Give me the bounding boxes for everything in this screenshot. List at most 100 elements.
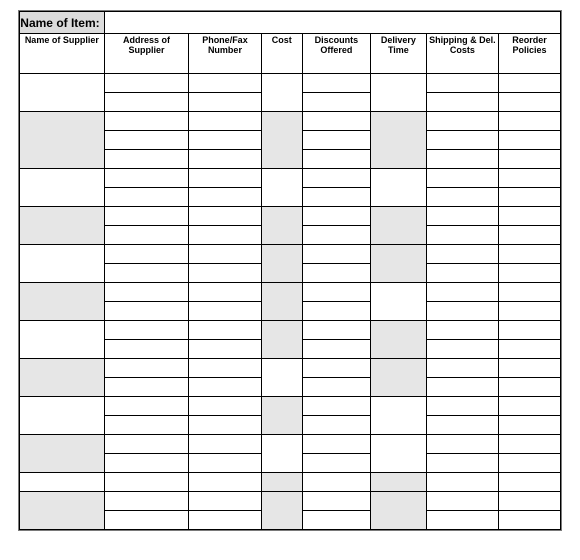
cell bbox=[302, 359, 370, 378]
merged-cell bbox=[370, 283, 426, 321]
cell bbox=[104, 264, 189, 283]
cell bbox=[426, 188, 498, 207]
cell bbox=[189, 150, 261, 169]
cell bbox=[426, 492, 498, 511]
cell bbox=[426, 473, 498, 492]
merged-cell bbox=[370, 245, 426, 283]
col-header-cost: Cost bbox=[261, 34, 302, 74]
cell bbox=[104, 492, 189, 511]
table-row bbox=[20, 74, 561, 93]
cell bbox=[104, 378, 189, 397]
merged-cell bbox=[370, 473, 426, 492]
cell bbox=[302, 188, 370, 207]
cell bbox=[189, 378, 261, 397]
merged-cell bbox=[20, 169, 105, 207]
cell bbox=[104, 169, 189, 188]
title-row: Name of Item: bbox=[20, 12, 561, 34]
cell bbox=[499, 188, 561, 207]
table-row bbox=[20, 283, 561, 302]
col-header-reorder: Reorder Policies bbox=[499, 34, 561, 74]
cell bbox=[426, 416, 498, 435]
header-row: Name of Supplier Address of Supplier Pho… bbox=[20, 34, 561, 74]
cell bbox=[302, 454, 370, 473]
cell bbox=[426, 359, 498, 378]
cell bbox=[426, 511, 498, 530]
cell bbox=[189, 492, 261, 511]
table-row bbox=[20, 245, 561, 264]
merged-cell bbox=[20, 74, 105, 112]
cell bbox=[189, 435, 261, 454]
cell bbox=[499, 416, 561, 435]
table-row bbox=[20, 492, 561, 511]
cell bbox=[104, 416, 189, 435]
cell bbox=[302, 169, 370, 188]
cell bbox=[499, 169, 561, 188]
cell bbox=[189, 397, 261, 416]
cell bbox=[426, 74, 498, 93]
merged-cell bbox=[261, 492, 302, 530]
cell bbox=[104, 283, 189, 302]
table-row bbox=[20, 473, 561, 492]
supplier-table: Name of Item: Name of Supplier Address o… bbox=[19, 11, 561, 530]
cell bbox=[189, 188, 261, 207]
cell bbox=[189, 264, 261, 283]
merged-cell bbox=[370, 112, 426, 169]
cell bbox=[104, 359, 189, 378]
cell bbox=[302, 264, 370, 283]
cell bbox=[104, 511, 189, 530]
cell bbox=[104, 340, 189, 359]
merged-cell bbox=[261, 397, 302, 435]
cell bbox=[302, 131, 370, 150]
cell bbox=[499, 264, 561, 283]
cell bbox=[189, 454, 261, 473]
merged-cell bbox=[261, 435, 302, 473]
cell bbox=[426, 397, 498, 416]
cell bbox=[426, 264, 498, 283]
merged-cell bbox=[370, 207, 426, 245]
merged-cell bbox=[370, 359, 426, 397]
cell bbox=[499, 511, 561, 530]
cell bbox=[499, 378, 561, 397]
cell bbox=[104, 226, 189, 245]
merged-cell bbox=[261, 245, 302, 283]
cell bbox=[302, 378, 370, 397]
cell bbox=[302, 74, 370, 93]
cell bbox=[499, 93, 561, 112]
cell bbox=[302, 321, 370, 340]
merged-cell bbox=[261, 473, 302, 492]
col-header-delivery-time: Delivery Time bbox=[370, 34, 426, 74]
cell bbox=[426, 169, 498, 188]
cell bbox=[499, 321, 561, 340]
cell bbox=[189, 340, 261, 359]
cell bbox=[104, 93, 189, 112]
col-header-phone-fax: Phone/Fax Number bbox=[189, 34, 261, 74]
merged-cell bbox=[20, 283, 105, 321]
cell bbox=[302, 150, 370, 169]
cell bbox=[189, 112, 261, 131]
cell bbox=[426, 93, 498, 112]
cell bbox=[302, 207, 370, 226]
cell bbox=[104, 473, 189, 492]
cell bbox=[302, 511, 370, 530]
cell bbox=[499, 226, 561, 245]
cell bbox=[426, 454, 498, 473]
cell bbox=[189, 302, 261, 321]
cell bbox=[499, 397, 561, 416]
cell bbox=[189, 245, 261, 264]
merged-cell bbox=[261, 321, 302, 359]
table-row bbox=[20, 359, 561, 378]
cell bbox=[189, 416, 261, 435]
cell bbox=[499, 435, 561, 454]
cell bbox=[104, 112, 189, 131]
merged-cell bbox=[370, 492, 426, 530]
cell bbox=[104, 245, 189, 264]
cell bbox=[189, 511, 261, 530]
cell bbox=[104, 454, 189, 473]
merged-cell bbox=[20, 397, 105, 435]
cell bbox=[499, 131, 561, 150]
cell bbox=[189, 226, 261, 245]
cell bbox=[104, 435, 189, 454]
cell bbox=[104, 150, 189, 169]
merged-cell bbox=[370, 321, 426, 359]
cell bbox=[189, 131, 261, 150]
